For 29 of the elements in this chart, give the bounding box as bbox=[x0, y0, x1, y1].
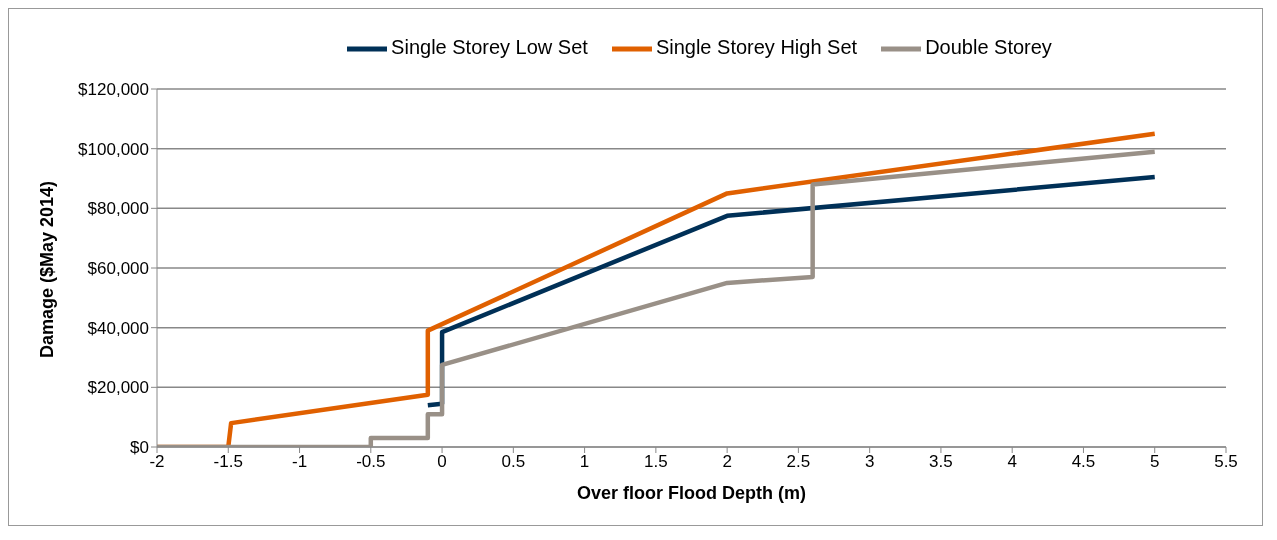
y-tick-label: $20,000 bbox=[87, 378, 149, 398]
legend-label: Single Storey Low Set bbox=[391, 36, 588, 59]
x-tick-label: 5.5 bbox=[1214, 452, 1238, 472]
y-axis-title: Damage ($May 2014) bbox=[37, 180, 58, 358]
x-tick-label: -2 bbox=[149, 452, 165, 472]
y-tick-label: $0 bbox=[130, 438, 149, 458]
y-tick-label: $80,000 bbox=[87, 199, 149, 219]
line-series bbox=[425, 174, 1157, 408]
x-axis-title: Over floor Flood Depth (m) bbox=[577, 483, 806, 503]
x-tick-label: 4 bbox=[1007, 452, 1017, 472]
x-tick-label: -1.5 bbox=[213, 452, 243, 472]
x-tick-label: 2 bbox=[722, 452, 732, 472]
y-tick-label: $60,000 bbox=[87, 259, 149, 279]
x-tick-label: 0 bbox=[437, 452, 447, 472]
legend-label: Double Storey bbox=[925, 36, 1052, 59]
x-tick-label: 2.5 bbox=[786, 452, 811, 472]
x-tick-label: 3.5 bbox=[929, 452, 953, 472]
x-tick-label: -0.5 bbox=[356, 452, 386, 472]
x-tick-label: 1.5 bbox=[644, 452, 668, 472]
x-tick-label: 4.5 bbox=[1071, 452, 1096, 472]
x-tick-label: 3 bbox=[864, 452, 875, 472]
legend-label: Single Storey High Set bbox=[655, 36, 858, 59]
x-tick-label: -1 bbox=[291, 452, 308, 472]
x-tick-label: 0.5 bbox=[501, 452, 526, 472]
y-tick-label: $120,000 bbox=[78, 80, 149, 100]
x-tick-label: 5 bbox=[1150, 452, 1160, 472]
y-tick-label: $100,000 bbox=[78, 139, 149, 159]
x-tick-label: 1 bbox=[579, 452, 590, 472]
y-tick-label: $40,000 bbox=[87, 318, 149, 338]
